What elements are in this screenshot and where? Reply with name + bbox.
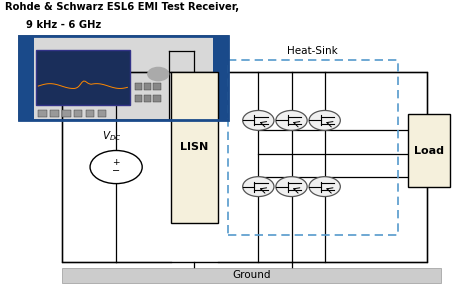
Bar xyxy=(98,110,106,117)
Bar xyxy=(408,114,450,187)
Circle shape xyxy=(309,110,340,130)
Text: Rohde & Schwarz ESL6 EMI Test Receiver,: Rohde & Schwarz ESL6 EMI Test Receiver, xyxy=(5,2,239,11)
Bar xyxy=(228,60,398,235)
Bar xyxy=(135,83,142,90)
Bar xyxy=(171,72,218,223)
Bar xyxy=(74,110,82,117)
Bar xyxy=(144,95,151,102)
Bar xyxy=(36,51,130,105)
Circle shape xyxy=(276,110,307,130)
Bar xyxy=(154,83,161,90)
Bar xyxy=(19,36,228,120)
Bar xyxy=(62,110,71,117)
Text: Load: Load xyxy=(414,145,444,156)
Bar xyxy=(144,83,151,90)
Bar xyxy=(62,268,441,283)
Circle shape xyxy=(309,177,340,197)
Bar xyxy=(38,110,47,117)
Bar xyxy=(19,36,228,120)
Text: LISN: LISN xyxy=(180,142,209,153)
Bar xyxy=(19,36,34,120)
Circle shape xyxy=(148,67,169,81)
Text: Heat-Sink: Heat-Sink xyxy=(287,46,338,56)
Bar xyxy=(86,110,94,117)
Text: 9 kHz - 6 GHz: 9 kHz - 6 GHz xyxy=(27,20,101,29)
Text: +: + xyxy=(112,158,120,167)
Circle shape xyxy=(243,177,274,197)
Bar xyxy=(62,72,427,262)
Circle shape xyxy=(243,110,274,130)
Text: $V_{DC}$: $V_{DC}$ xyxy=(101,129,121,143)
Text: Ground: Ground xyxy=(232,270,271,281)
Text: −: − xyxy=(112,166,120,176)
Bar xyxy=(154,95,161,102)
Bar xyxy=(213,36,228,120)
Bar xyxy=(50,110,59,117)
Circle shape xyxy=(90,150,142,184)
Circle shape xyxy=(276,177,307,197)
Bar xyxy=(135,95,142,102)
